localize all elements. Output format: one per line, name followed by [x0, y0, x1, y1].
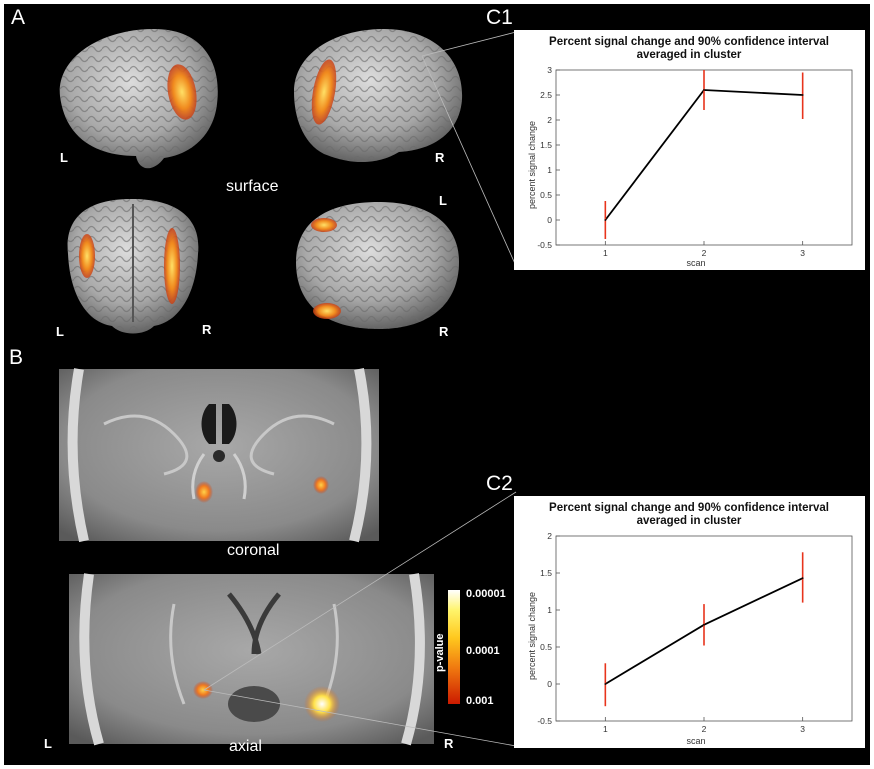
chart-c2-xtick-label: 3 [800, 724, 805, 734]
brain-posterior [67, 199, 199, 334]
side-label-v3-left: L [56, 324, 64, 339]
chart-c1-ytick-label: 2 [547, 115, 552, 125]
chart-c2-ytick-label: 2 [547, 531, 552, 541]
chart-c2-ytick-label: -0.5 [537, 716, 552, 726]
panel-label-c2: C2 [486, 472, 513, 495]
side-label-v4-right: R [439, 324, 449, 339]
chart-c1: Percent signal change and 90% confidence… [514, 30, 865, 270]
slice-left-label: L [44, 736, 52, 751]
slice-right-label: R [444, 736, 454, 751]
chart-c2-xlabel: scan [686, 736, 705, 746]
chart-c1-subtitle: averaged in cluster [637, 49, 742, 61]
brain-inferior [296, 202, 459, 329]
colorbar-tick-bottom: 0.001 [466, 695, 494, 707]
side-label-v3-right: R [202, 322, 212, 337]
colorbar [448, 590, 460, 704]
chart-c1-point [703, 89, 705, 91]
axial-caption: axial [229, 738, 262, 755]
side-label-v1-left: L [60, 150, 68, 165]
chart-c1-xtick-label: 2 [702, 248, 707, 258]
chart-c2-ytick-label: 0.5 [540, 642, 552, 652]
chart-c1-ylabel: percent signal change [527, 121, 537, 209]
side-label-v2-left: L [439, 193, 447, 208]
panel-label-a: A [11, 6, 26, 29]
chart-c2-ytick-label: 0 [547, 679, 552, 689]
axial-slice [69, 573, 434, 746]
chart-c1-xtick-label: 3 [800, 248, 805, 258]
colorbar-tick-mid: 0.0001 [466, 645, 500, 657]
brain-left-lateral [59, 29, 218, 169]
mri-slices [59, 368, 517, 747]
chart-c1-xlabel: scan [686, 258, 705, 268]
surface-renderings [59, 29, 517, 334]
chart-c2: Percent signal change and 90% confidence… [514, 496, 865, 748]
chart-c2-subtitle: averaged in cluster [637, 515, 742, 527]
chart-c2-ylabel: percent signal change [527, 592, 537, 680]
figure: A C1 B C2 [4, 4, 870, 765]
chart-c1-ytick-label: 0.5 [540, 190, 552, 200]
chart-c1-ytick-label: -0.5 [537, 240, 552, 250]
chart-c2-ytick-label: 1 [547, 605, 552, 615]
chart-c1-title: Percent signal change and 90% confidence… [549, 36, 829, 48]
chart-c2-title: Percent signal change and 90% confidence… [549, 502, 829, 514]
chart-c1-xtick-label: 1 [603, 248, 608, 258]
chart-c1-ytick-label: 0 [547, 215, 552, 225]
chart-c1-ytick-label: 1.5 [540, 140, 552, 150]
chart-c1-ytick-label: 1 [547, 165, 552, 175]
side-label-v2-right: R [435, 150, 445, 165]
surface-caption: surface [226, 178, 279, 195]
coronal-slice [59, 368, 379, 543]
panel-label-c1: C1 [486, 6, 513, 29]
colorbar-tick-top: 0.00001 [466, 588, 506, 600]
chart-c1-ytick-label: 2.5 [540, 90, 552, 100]
coronal-caption: coronal [227, 542, 280, 559]
chart-c1-ytick-label: 3 [547, 65, 552, 75]
chart-c2-xtick-label: 2 [702, 724, 707, 734]
chart-c2-point [801, 577, 804, 580]
brain-right-lateral [294, 29, 463, 163]
panel-label-b: B [9, 346, 24, 369]
chart-c2-point [703, 623, 705, 626]
chart-c1-point [801, 94, 804, 96]
colorbar-title: p-value [434, 633, 446, 672]
chart-c2-xtick-label: 1 [603, 724, 608, 734]
chart-c2-ytick-label: 1.5 [540, 568, 552, 578]
chart-c2-point [604, 683, 607, 685]
chart-c1-point [604, 219, 607, 221]
